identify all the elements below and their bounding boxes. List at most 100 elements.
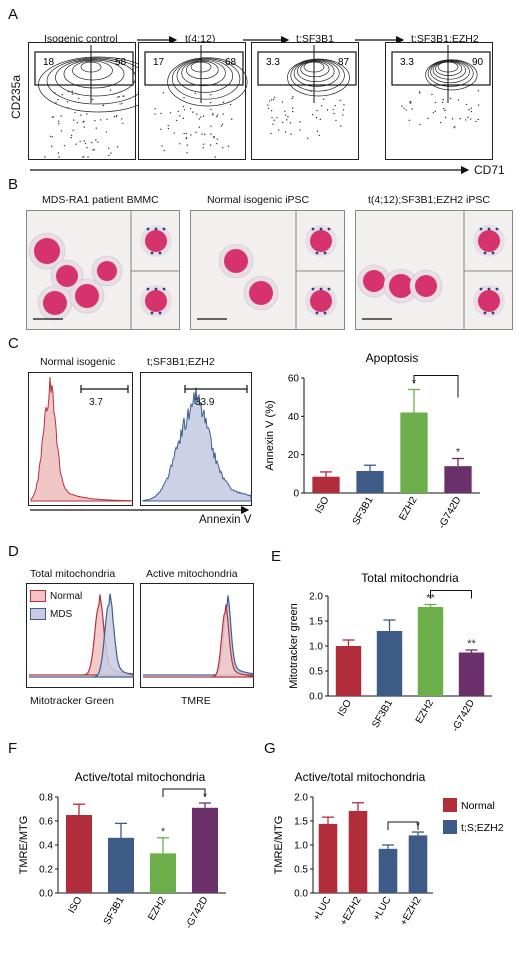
hist-value-1: 3.7 <box>89 397 103 408</box>
hist-title-1: Normal isogenic <box>40 356 116 368</box>
event-dot <box>58 122 60 125</box>
annexin-hist-normal: 3.7 <box>28 372 133 506</box>
iron-granule <box>162 227 166 231</box>
iron-granule <box>479 227 483 231</box>
iron-granule <box>327 287 331 291</box>
event-dot <box>443 108 445 110</box>
iron-granule <box>158 311 162 315</box>
chart-title: Total mitochondria <box>361 571 459 585</box>
event-dot <box>186 152 188 154</box>
event-dot <box>339 99 341 102</box>
event-dot <box>285 119 288 121</box>
event-dot <box>102 104 104 106</box>
inset-nucleus <box>145 230 167 252</box>
y-tick-label: 40 <box>288 412 300 423</box>
iron-granule <box>319 287 323 291</box>
chart-title: Apoptosis <box>366 351 419 365</box>
event-dot <box>209 101 212 104</box>
cell-nucleus <box>75 284 99 308</box>
event-dot <box>177 110 179 112</box>
event-dot <box>229 103 232 106</box>
event-dot <box>316 130 319 132</box>
mito-xlabel-1: Mitotracker Green <box>30 695 115 707</box>
event-dot <box>419 123 421 126</box>
event-dot <box>272 123 274 125</box>
x-tick-label: ISO <box>66 895 84 916</box>
event-dot <box>115 115 118 118</box>
inset-nucleus <box>478 290 500 312</box>
event-dot <box>121 102 123 105</box>
event-dot <box>212 114 214 116</box>
iron-granule <box>158 251 162 255</box>
cell-nucleus <box>224 249 248 273</box>
event-dot <box>119 103 121 105</box>
bar <box>107 837 135 893</box>
comparison-bracket <box>413 375 459 398</box>
event-dot <box>70 136 73 139</box>
event-dot <box>58 156 60 158</box>
event-dot <box>320 105 323 107</box>
event-dot <box>93 149 95 151</box>
event-dot <box>268 100 271 102</box>
event-dot <box>87 156 89 158</box>
micrograph-title-3: t(4;12);SF3B1;EZH2 iPSC <box>368 194 490 206</box>
event-dot <box>44 156 46 158</box>
event-dot <box>169 112 172 114</box>
cell-nucleus <box>363 270 385 292</box>
event-dot <box>110 152 112 154</box>
event-dot <box>477 104 480 106</box>
event-dot <box>439 121 442 124</box>
x-tick-label: -G742D <box>184 895 211 931</box>
tmre-hist <box>140 583 254 688</box>
micrograph-2 <box>190 210 345 330</box>
comparison-bracket <box>430 590 472 599</box>
event-dot <box>291 110 294 113</box>
event-dot <box>83 140 86 142</box>
event-dot <box>333 112 335 115</box>
legend-label: Normal <box>461 800 495 812</box>
inset-nucleus <box>478 230 500 252</box>
event-dot <box>210 133 212 135</box>
event-dot <box>318 134 320 137</box>
event-dot <box>108 154 110 157</box>
event-dot <box>79 140 81 143</box>
gate-right-value: 87 <box>338 57 350 68</box>
event-dot <box>468 108 470 111</box>
gate-right-value: 90 <box>472 57 484 68</box>
event-dot <box>342 114 344 116</box>
contour-line <box>300 61 330 78</box>
event-dot <box>109 89 112 91</box>
event-dot <box>434 101 437 104</box>
iron-granule <box>323 251 327 255</box>
mitotracker-hist: Normal MDS <box>26 583 134 688</box>
event-dot <box>198 126 201 128</box>
event-dot <box>72 129 74 131</box>
event-dot <box>216 116 218 118</box>
event-dot <box>453 127 455 129</box>
event-dot <box>78 97 80 100</box>
x-tick-label: +EZH2 <box>338 895 363 928</box>
annexin-hist-mds: 33.9 <box>140 372 252 506</box>
contour-line <box>293 59 340 87</box>
event-dot <box>444 116 447 119</box>
event-dot <box>315 116 318 119</box>
y-tick-label: 20 <box>288 450 300 461</box>
event-dot <box>196 113 198 115</box>
event-dot <box>216 138 219 140</box>
significance-star: * <box>161 826 166 838</box>
iron-granule <box>483 311 487 315</box>
y-tick-label: 0.5 <box>309 667 323 678</box>
event-dot <box>118 95 120 98</box>
event-dot <box>182 105 185 108</box>
iron-granule <box>311 227 315 231</box>
iron-granule <box>150 251 154 255</box>
event-dot <box>210 108 212 111</box>
event-dot <box>216 114 219 116</box>
event-dot <box>95 139 97 141</box>
event-dot <box>220 125 223 127</box>
contour-line <box>171 58 241 100</box>
event-dot <box>67 90 70 93</box>
iron-granule <box>323 311 327 315</box>
cell-nucleus <box>415 275 437 297</box>
cd71-axis-arrow <box>30 165 470 175</box>
